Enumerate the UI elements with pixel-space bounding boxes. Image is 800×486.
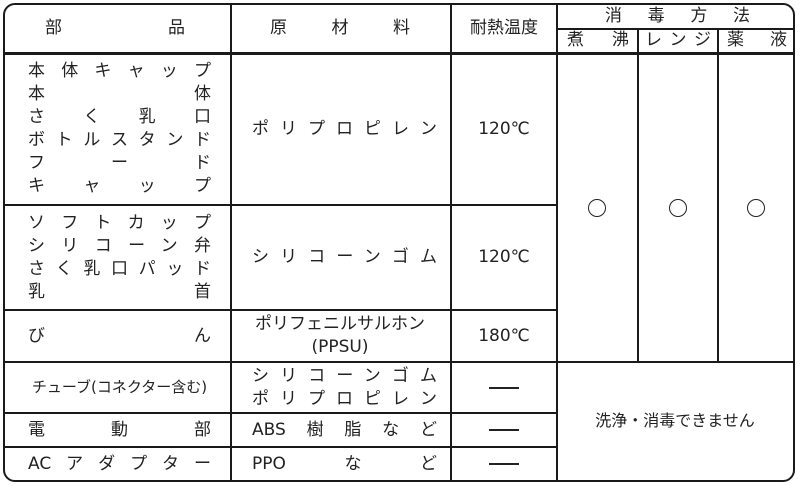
- material-name: PPOなど: [252, 453, 437, 474]
- material-cell: シリコーンゴム ポリプロピレン: [252, 363, 437, 412]
- parts-cell: 電 動 部: [28, 414, 211, 446]
- divider: [4, 361, 793, 363]
- microwave-ok: [638, 54, 717, 361]
- part-name: キ ャ ッ プ: [28, 176, 211, 196]
- header-chemical: 薬 液: [727, 30, 787, 50]
- divider: [4, 52, 793, 55]
- heat-value: 120℃: [478, 247, 530, 267]
- circle-icon: [588, 198, 606, 217]
- heat-cell: [452, 414, 556, 446]
- part-name: 本体キャップ: [28, 61, 211, 81]
- part-name: び ん: [28, 325, 211, 346]
- heat-cell: 120℃: [452, 54, 556, 204]
- material-name: ポリプロピレン: [252, 118, 437, 139]
- table-frame: [3, 3, 795, 482]
- boil-ok: [557, 54, 637, 361]
- material-name: ポリプロピレン: [252, 388, 437, 409]
- part-name: さく乳口パッド: [28, 258, 211, 279]
- part-name: さ く 乳 口: [28, 107, 211, 127]
- parts-cell: 本体キャップ本 体さ く 乳 口ボトルスタンドフ ー ドキ ャ ッ プ: [28, 54, 211, 204]
- material-cell: ポリプロピレン: [252, 54, 437, 204]
- heat-cell: [452, 363, 556, 412]
- divider: [557, 28, 793, 30]
- dash-mark: [489, 386, 519, 389]
- material-name: シリコーンゴム: [252, 365, 437, 386]
- parts-cell: び ん: [28, 311, 211, 361]
- divider: [450, 4, 452, 480]
- circle-icon: [668, 198, 687, 217]
- header-material: 原 材 料: [270, 17, 410, 38]
- header-method: 消 毒 方 法: [605, 5, 750, 26]
- header-heat: 耐熱温度: [470, 17, 538, 38]
- heat-cell: 120℃: [452, 206, 556, 309]
- part-name: フ ー ド: [28, 153, 211, 173]
- header-microwave: レンジ: [645, 30, 711, 50]
- material-name: (PPSU): [311, 337, 369, 357]
- circle-icon: [747, 198, 765, 217]
- divider: [717, 28, 719, 362]
- material-cell: シリコーンゴム: [252, 206, 437, 309]
- part-name: ソフトカップ: [28, 212, 211, 233]
- dash-mark: [489, 463, 519, 465]
- dash-mark: [489, 429, 519, 431]
- part-name: ACアダプター: [28, 453, 211, 474]
- divider: [4, 412, 557, 414]
- header-parts: 部 品: [45, 17, 185, 38]
- chemical-ok: [718, 54, 794, 361]
- material-cell: ABS樹脂など: [252, 414, 437, 446]
- heat-value: 120℃: [478, 118, 530, 139]
- part-name: 電 動 部: [28, 419, 211, 440]
- parts-cell: ACアダプター: [28, 448, 211, 480]
- part-name: 本 体: [28, 84, 211, 104]
- heat-cell: 180℃: [452, 311, 556, 361]
- not-allowed-note: 洗浄・消毒できません: [595, 411, 755, 430]
- part-name: ボトルスタンド: [28, 130, 211, 150]
- material-cell: ポリフェニルサルホン (PPSU): [240, 311, 440, 361]
- divider: [4, 204, 557, 206]
- parts-cell: ソフトカップ シリコーン弁 さく乳口パッド乳 首: [28, 206, 211, 309]
- divider: [4, 446, 557, 448]
- header-boil: 煮 沸: [567, 30, 629, 50]
- divider: [230, 4, 232, 480]
- material-name: ポリフェニルサルホン: [255, 314, 425, 334]
- heat-value: 180℃: [478, 325, 530, 346]
- heat-cell: [452, 448, 556, 480]
- material-cell: PPOなど: [252, 448, 437, 480]
- divider: [556, 4, 558, 480]
- divider: [637, 28, 639, 362]
- parts-cell: チューブ(コネクター含む): [28, 363, 211, 412]
- part-name: シリコーン弁: [28, 235, 211, 256]
- material-name: シリコーンゴム: [252, 247, 437, 267]
- material-name: ABS樹脂など: [252, 419, 437, 440]
- part-name: チューブ(コネクター含む): [31, 378, 208, 396]
- divider: [4, 309, 557, 311]
- part-name: 乳 首: [28, 281, 211, 302]
